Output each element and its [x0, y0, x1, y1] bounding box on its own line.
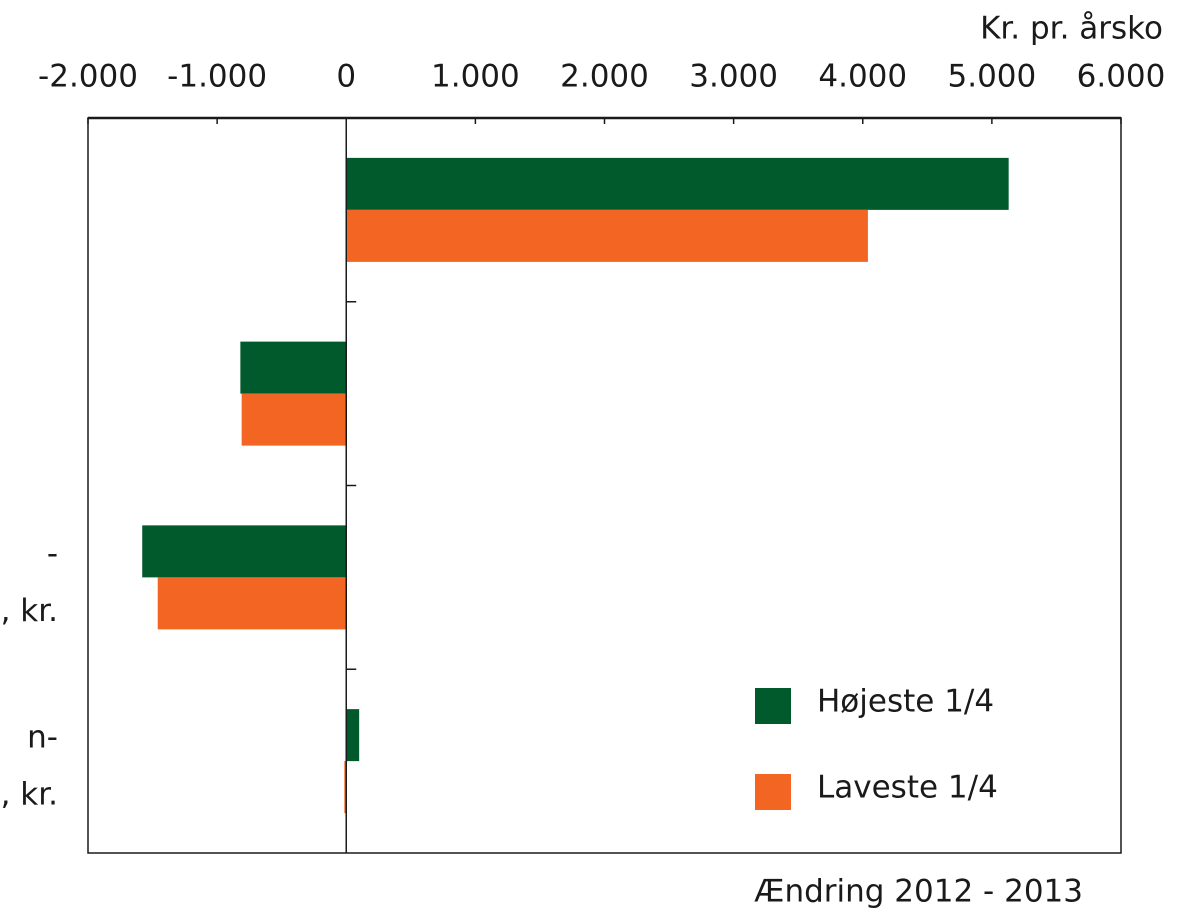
axis-unit: Kr. pr. årsko [980, 11, 1163, 47]
legend-swatch [755, 688, 791, 724]
bar [346, 209, 868, 262]
bar [157, 577, 347, 630]
bar [346, 709, 360, 762]
x-tick-label: 6.000 [1077, 59, 1166, 95]
bar [346, 157, 1009, 210]
category-label: - [47, 536, 58, 572]
x-tick-label: -2.000 [38, 59, 138, 95]
legend-swatch [755, 774, 791, 810]
legend-label: Laveste 1/4 [817, 770, 998, 806]
legend-label: Højeste 1/4 [817, 684, 994, 720]
x-tick-label: 4.000 [818, 59, 907, 95]
x-tick-label: -1.000 [167, 59, 267, 95]
category-label: , kr. [1, 593, 58, 629]
x-tick-label: 3.000 [689, 59, 778, 95]
x-tick-label: 0 [336, 59, 356, 95]
bar [142, 525, 347, 578]
bar [344, 761, 347, 814]
x-tick-label: 1.000 [431, 59, 520, 95]
category-label: n- [27, 720, 58, 756]
x-tick-label: 5.000 [948, 59, 1037, 95]
x-axis-label: Ændring 2012 - 2013 [754, 874, 1083, 910]
x-tick-label: 2.000 [560, 59, 649, 95]
bar [241, 393, 347, 446]
category-label: , kr. [1, 777, 58, 813]
bar [240, 341, 347, 394]
